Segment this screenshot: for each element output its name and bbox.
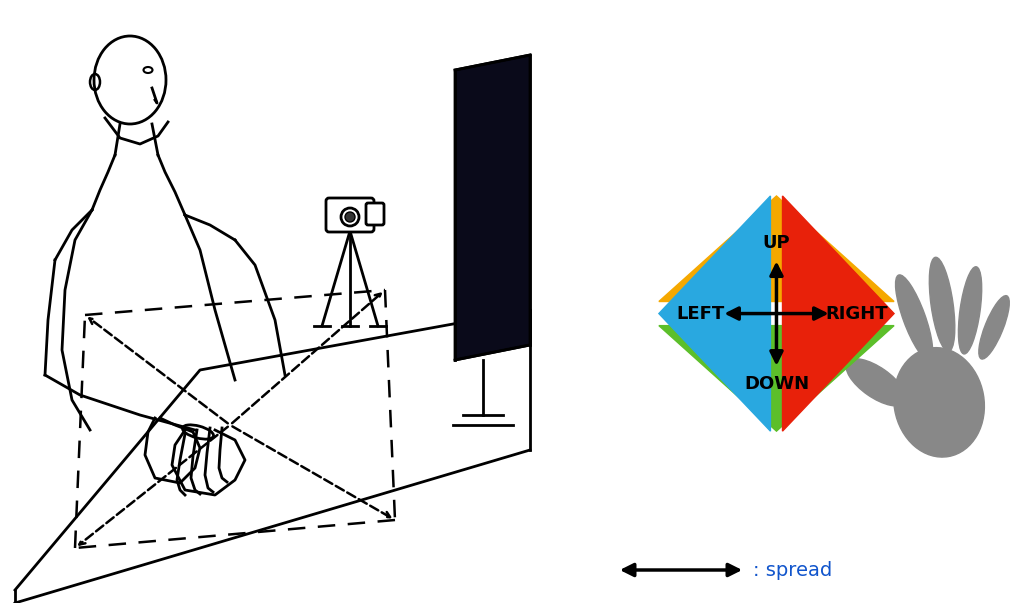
Text: RIGHT: RIGHT bbox=[825, 305, 888, 323]
Polygon shape bbox=[659, 196, 894, 302]
Text: : spread: : spread bbox=[753, 561, 832, 579]
Polygon shape bbox=[455, 55, 530, 360]
Text: DOWN: DOWN bbox=[744, 375, 809, 393]
FancyBboxPatch shape bbox=[326, 198, 374, 232]
Ellipse shape bbox=[847, 359, 906, 406]
Polygon shape bbox=[659, 196, 770, 431]
Ellipse shape bbox=[895, 275, 933, 360]
FancyBboxPatch shape bbox=[366, 203, 384, 225]
Polygon shape bbox=[659, 326, 894, 431]
Ellipse shape bbox=[930, 257, 955, 352]
Circle shape bbox=[345, 212, 355, 222]
Polygon shape bbox=[783, 196, 894, 431]
Text: LEFT: LEFT bbox=[676, 305, 724, 323]
Ellipse shape bbox=[978, 295, 1009, 359]
Ellipse shape bbox=[894, 347, 985, 457]
Text: UP: UP bbox=[762, 234, 791, 252]
Ellipse shape bbox=[958, 267, 982, 354]
